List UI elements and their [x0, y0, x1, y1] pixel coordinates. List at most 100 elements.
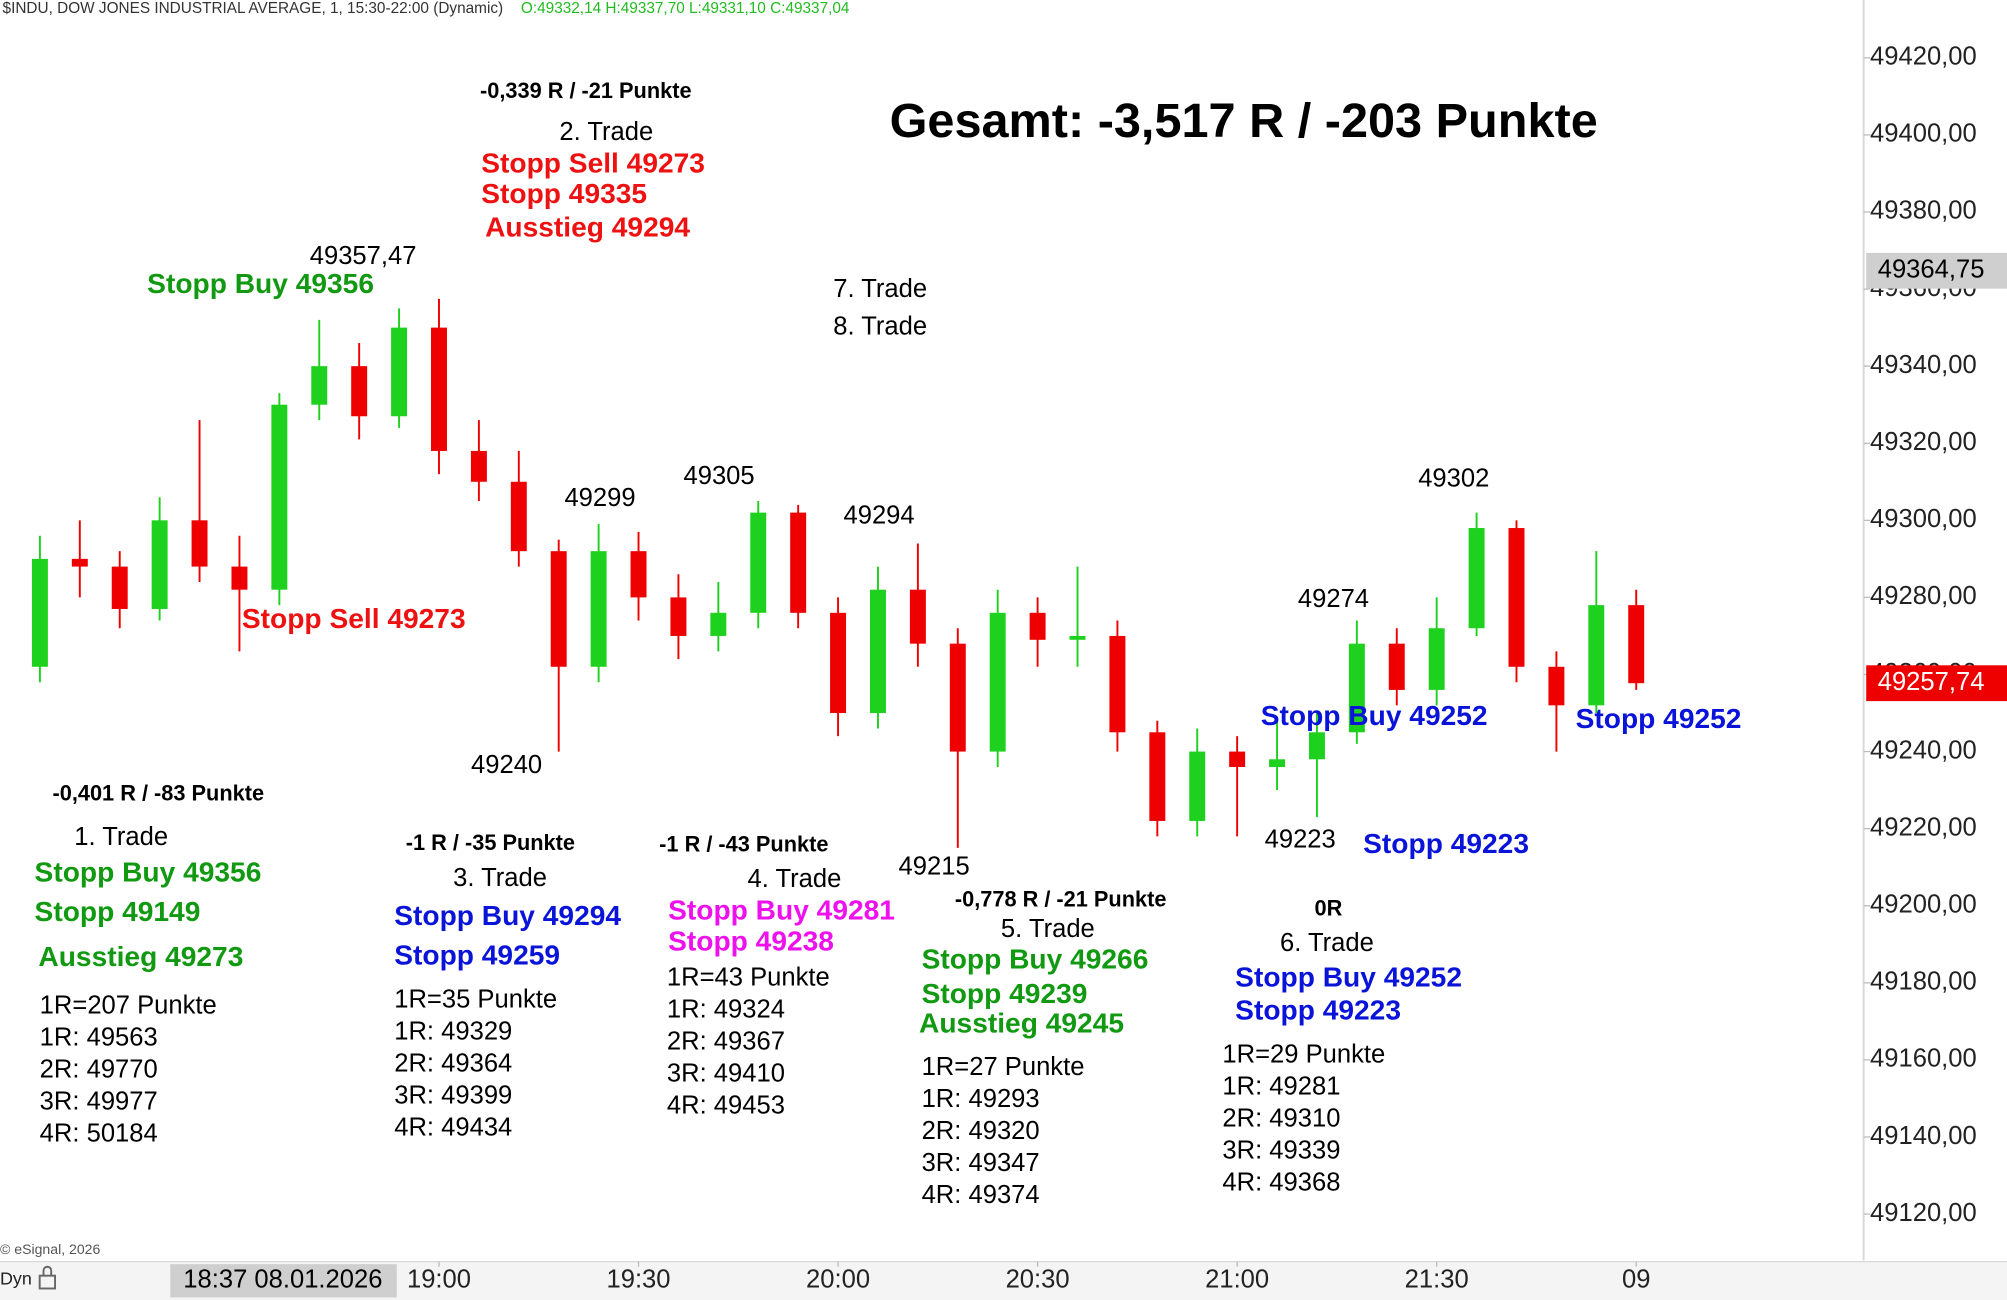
cursor-price-box [1866, 252, 2007, 289]
annotation: -1 R / -35 Punkte [406, 830, 575, 855]
x-tick-label: 19:00 [407, 1266, 471, 1294]
annotation: 3R: 49410 [667, 1060, 785, 1088]
last-price: 49257,74 [1878, 668, 1985, 696]
annotation: 4. Trade [748, 865, 842, 893]
annotation: 2R: 49367 [667, 1028, 785, 1056]
candle-body [510, 481, 527, 552]
annotation: Ausstieg 49245 [919, 1007, 1124, 1038]
y-tick-label: 49380,00 [1870, 197, 1977, 225]
annotation: Stopp 49223 [1235, 995, 1401, 1026]
annotation: 2. Trade [559, 118, 653, 146]
candle-body [869, 589, 886, 714]
header: $INDU, DOW JONES INDUSTRIAL AVERAGE, 1, … [3, 0, 504, 17]
annotation: Stopp Buy 49252 [1261, 700, 1488, 731]
candle-body [1628, 605, 1645, 684]
candle-body [31, 558, 48, 667]
annotation: 7. Trade [833, 275, 927, 303]
annotation: 6. Trade [1280, 929, 1374, 957]
annotation: Stopp 49335 [481, 178, 647, 209]
annotation: 3. Trade [453, 864, 547, 892]
annotation: Stopp 49223 [1363, 828, 1529, 859]
annotation: 8. Trade [833, 312, 927, 340]
y-tick-label: 49140,00 [1870, 1122, 1977, 1150]
annotation: 49294 [844, 502, 915, 530]
y-tick-label: 49340,00 [1870, 351, 1977, 379]
candle-body [750, 512, 767, 613]
annotation: 1R=27 Punkte [922, 1053, 1085, 1081]
candle-body [151, 520, 168, 609]
candle-body [1468, 528, 1485, 629]
y-tick-label: 49400,00 [1870, 120, 1977, 148]
y-tick-label: 49160,00 [1870, 1045, 1977, 1073]
annotations: Gesamt: -3,517 R / -203 Punkte -0,339 R /… [35, 78, 1742, 1209]
annotation: Stopp 49252 [1576, 703, 1742, 734]
candle-body [670, 597, 687, 636]
annotation: 2R: 49364 [394, 1049, 512, 1077]
candle-body [351, 366, 368, 417]
candle-body [909, 589, 926, 644]
annotation: Stopp Buy 49294 [394, 900, 621, 931]
annotation: Stopp Buy 49252 [1235, 961, 1462, 992]
annotation: 1R=35 Punkte [394, 985, 557, 1013]
x-tick-label: 09 [1622, 1266, 1650, 1294]
y-tick-label: 49220,00 [1870, 813, 1977, 841]
candle-body [1388, 643, 1405, 690]
candle-body [271, 404, 288, 590]
annotation: 3R: 49399 [394, 1081, 512, 1109]
annotation: 1R: 49293 [922, 1085, 1040, 1113]
lock-shackle [42, 1265, 53, 1276]
annotation: Stopp Buy 49356 [147, 268, 374, 299]
lock-icon[interactable] [38, 1265, 56, 1290]
annotation: -0,778 R / -21 Punkte [955, 887, 1167, 912]
y-tick-label: 49320,00 [1870, 428, 1977, 456]
candle-body [391, 327, 408, 417]
candle-body [1548, 666, 1565, 706]
price-axis-panel [1862, 0, 2007, 1261]
annotation: 4R: 50184 [40, 1120, 158, 1148]
annotation: 0R [1315, 895, 1343, 920]
annotation: 4R: 49368 [1222, 1168, 1340, 1196]
annotation: 1R=43 Punkte [667, 964, 830, 992]
candle-body [1588, 605, 1605, 706]
y-tick-label: 49420,00 [1870, 43, 1977, 71]
annotation: 49274 [1298, 585, 1369, 613]
y-tick-label: 49240,00 [1870, 736, 1977, 764]
annotation: Stopp 49149 [35, 896, 201, 927]
annotation: 49305 [684, 462, 755, 490]
annotation: 1R: 49281 [1222, 1072, 1340, 1100]
annotation: 1R: 49329 [394, 1017, 512, 1045]
candle-body [550, 551, 567, 667]
annotation: Ausstieg 49273 [38, 941, 243, 972]
candle-body [1149, 732, 1166, 821]
candle-body [790, 512, 807, 613]
annotation: Stopp Buy 49281 [668, 895, 895, 926]
annotation: -1 R / -43 Punkte [659, 832, 828, 857]
header-ohlc: O:49332,14 H:49337,70 L:49331,10 C:49337… [521, 0, 850, 17]
candle-body [191, 520, 208, 567]
annotation: 3R: 49347 [922, 1149, 1040, 1177]
candle-body [470, 450, 487, 482]
copyright: © eSignal, 2026 [0, 1241, 100, 1257]
x-tick-label: 21:30 [1405, 1266, 1469, 1294]
annotation: Stopp Buy 49266 [922, 943, 1149, 974]
annotation: 1R: 49563 [40, 1024, 158, 1052]
annotation: Stopp Sell 49273 [481, 147, 705, 178]
candle-body [1269, 759, 1286, 767]
candle-body [431, 327, 447, 451]
x-tick-label: 21:00 [1205, 1266, 1269, 1294]
candle-body [1069, 635, 1086, 640]
cursor-price: 49364,75 [1878, 256, 1985, 284]
candle-body [1189, 751, 1206, 821]
cursor-time-box [170, 1264, 397, 1298]
candle-body [1029, 612, 1046, 640]
annotation: Gesamt: -3,517 R / -203 Punkte [890, 94, 1598, 148]
y-tick-label: 49200,00 [1870, 891, 1977, 919]
mode-label[interactable]: Dyn [0, 1268, 32, 1288]
annotation: 49215 [899, 852, 970, 880]
annotation: 1R: 49324 [667, 996, 785, 1024]
annotation: 3R: 49339 [1222, 1136, 1340, 1164]
cursor-time: 18:37 08.01.2026 [183, 1266, 382, 1294]
annotation: 2R: 49770 [40, 1056, 158, 1084]
